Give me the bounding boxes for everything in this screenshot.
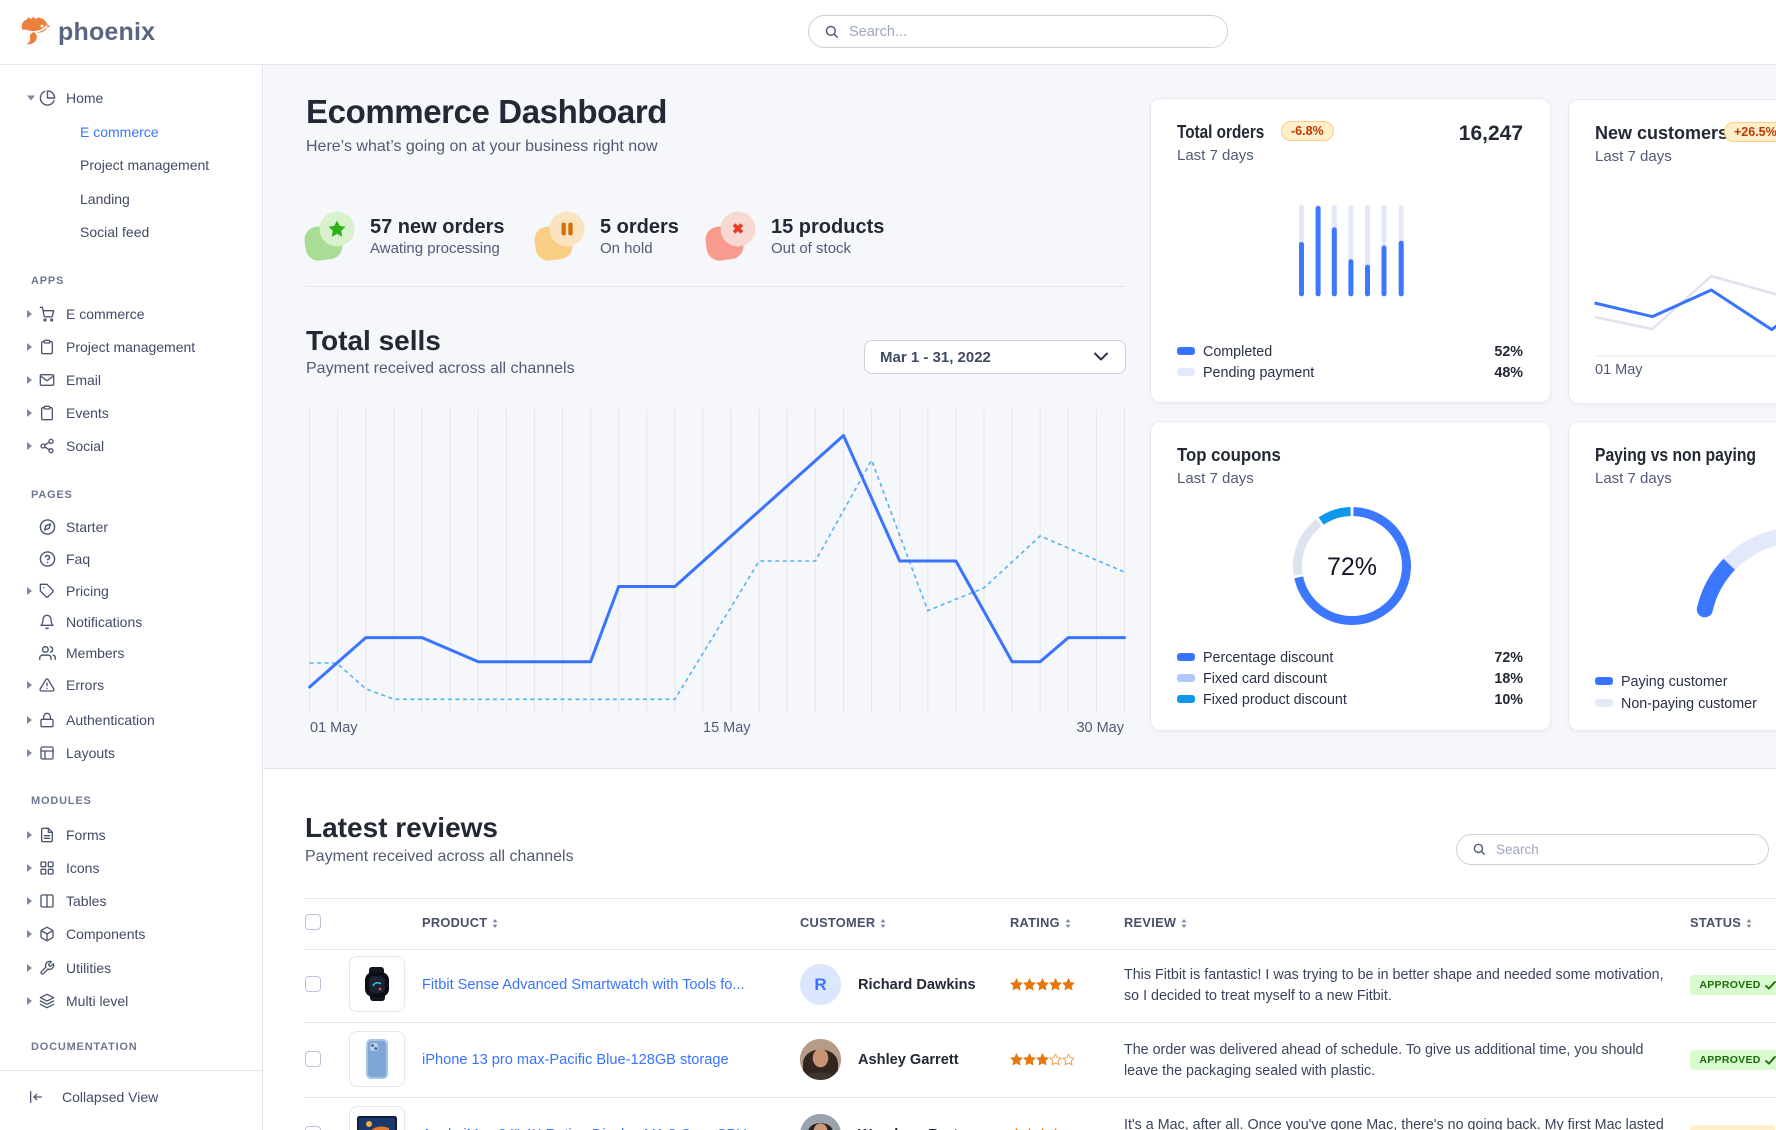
svg-text:01 May: 01 May xyxy=(1595,362,1643,378)
svg-text:15 May: 15 May xyxy=(703,720,751,736)
svg-text:72%: 72% xyxy=(1327,553,1377,581)
svg-text:30 May: 30 May xyxy=(1076,720,1124,736)
svg-text:01 May: 01 May xyxy=(310,720,358,736)
